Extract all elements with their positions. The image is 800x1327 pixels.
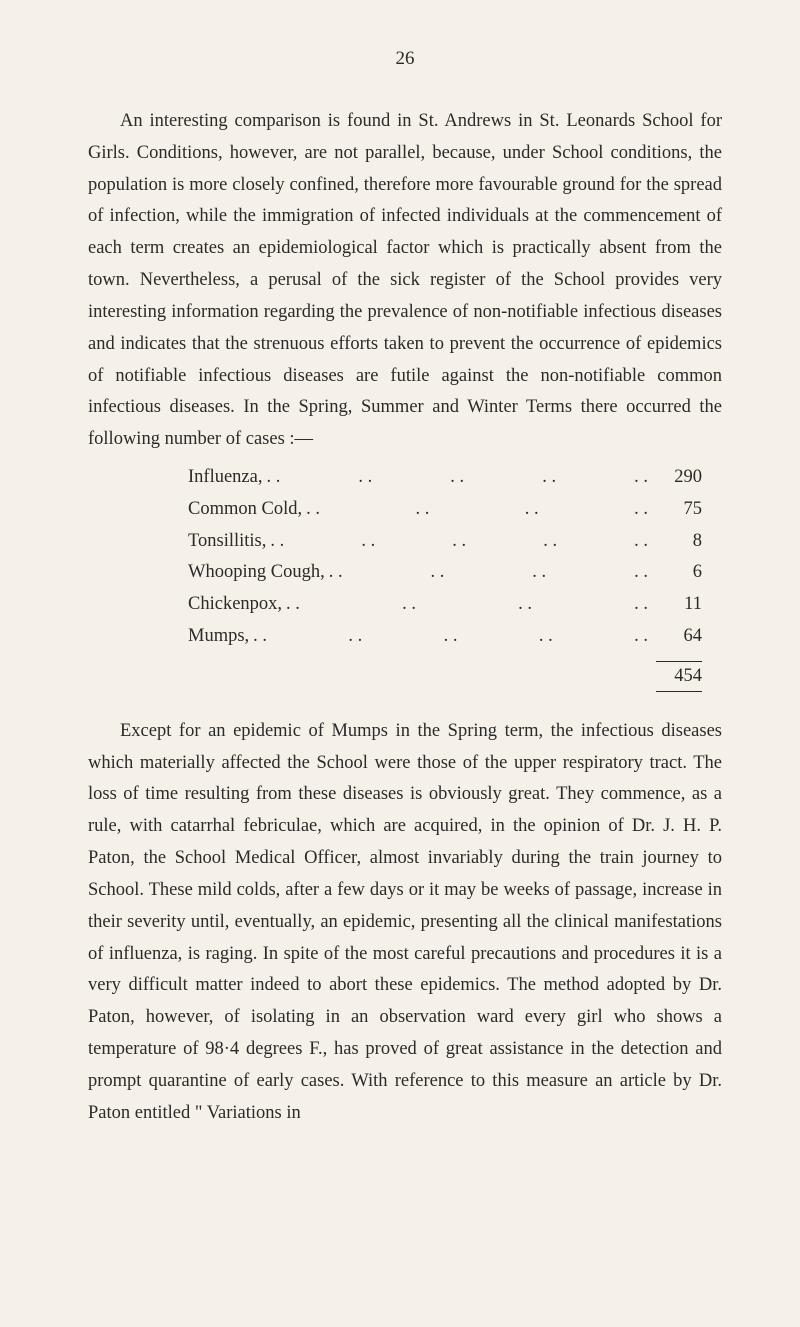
disease-row: Tonsillitis, . .. .. .. .. . 8 [188,526,702,558]
disease-row: Mumps, . .. .. .. .. . 64 [188,621,702,653]
page-number: 26 [88,48,722,70]
disease-name: Tonsillitis, [188,526,266,558]
disease-count: 6 [652,557,702,589]
disease-row: Chickenpox, . .. .. .. . 11 [188,589,702,621]
paragraph-1: An interesting comparison is found in St… [88,106,722,456]
total-value: 454 [674,666,702,687]
disease-count: 75 [652,494,702,526]
dots: . .. .. .. .. . [266,462,648,494]
paragraph-2: Except for an epidemic of Mumps in the S… [88,716,722,1130]
disease-list: Influenza, . .. .. .. .. . 290 Common Co… [88,462,722,653]
dots: . .. .. .. . [329,557,648,589]
disease-count: 290 [652,462,702,494]
disease-row: Whooping Cough, . .. .. .. . 6 [188,557,702,589]
disease-name: Whooping Cough, [188,557,325,589]
total-rule-top [656,661,702,662]
dots: . .. .. .. . [306,494,648,526]
dots: . .. .. .. .. . [253,621,648,653]
dots: . .. .. .. .. . [270,526,648,558]
disease-row: Influenza, . .. .. .. .. . 290 [188,462,702,494]
total-rule-bottom [656,691,702,692]
disease-name: Influenza, [188,462,262,494]
disease-count: 64 [652,621,702,653]
total-row: 454 [88,666,722,687]
disease-name: Mumps, [188,621,249,653]
disease-row: Common Cold, . .. .. .. . 75 [188,494,702,526]
dots: . .. .. .. . [286,589,648,621]
disease-count: 8 [652,526,702,558]
disease-name: Common Cold, [188,494,302,526]
disease-count: 11 [652,589,702,621]
disease-name: Chickenpox, [188,589,282,621]
